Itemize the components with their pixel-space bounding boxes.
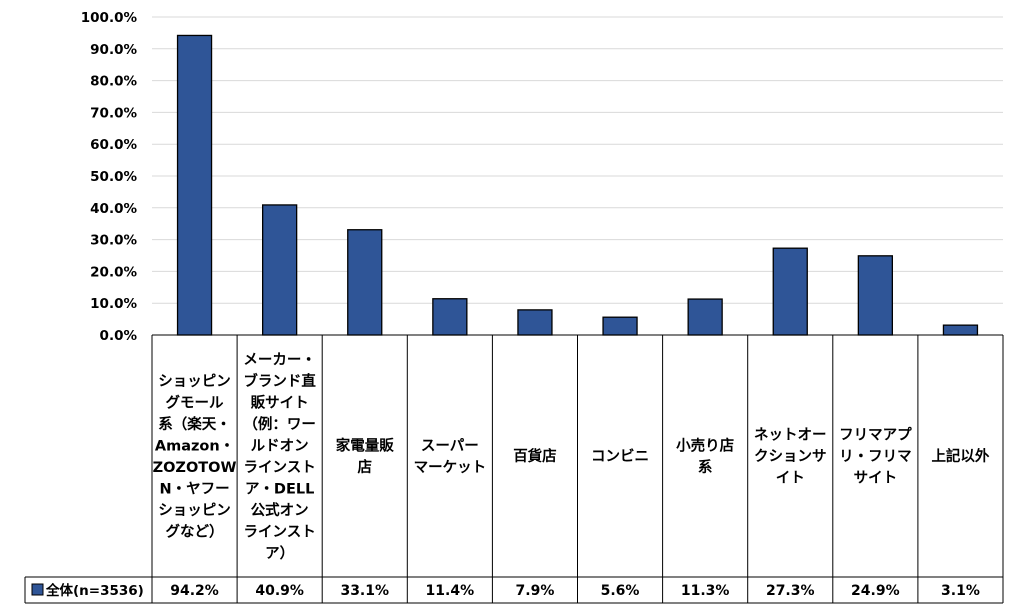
value-label: 3.1% [941, 583, 980, 599]
category-label: 百貨店 [513, 447, 557, 465]
y-tick-label: 10.0% [90, 296, 137, 312]
y-tick-label: 0.0% [100, 328, 138, 344]
legend-series-name: 全体(n=3536) [45, 582, 144, 599]
category-labels: ショッピングモール系（楽天・ Amazon・ ZOZOTOW N・ヤフーショッピングな… [153, 351, 990, 562]
y-tick-label: 40.0% [90, 201, 137, 217]
y-tick-label: 20.0% [90, 264, 137, 280]
value-label: 11.4% [426, 583, 475, 599]
y-tick-label: 50.0% [90, 169, 137, 185]
category-label: ショッピングモール系（楽天・ Amazon・ ZOZOTOW N・ヤフーショッピングな… [153, 373, 237, 541]
value-label: 7.9% [516, 583, 555, 599]
bar [517, 309, 553, 336]
bar [772, 247, 808, 336]
category-label: コンビニ [591, 448, 649, 465]
value-label: 40.9% [255, 583, 304, 599]
category-label: スーパーマーケット [414, 437, 487, 476]
y-tick-label: 100.0% [81, 10, 138, 26]
category-label: メーカー・ブランド直販サイト（例：ワールドオンラインストア・DELL 公式オンライ… [243, 351, 316, 562]
legend-swatch [31, 583, 44, 596]
category-label: 家電量販店 [336, 436, 394, 476]
y-tick-label: 70.0% [90, 105, 137, 121]
value-label: 5.6% [601, 583, 640, 599]
y-tick-label: 80.0% [90, 74, 137, 90]
bar [857, 255, 893, 336]
category-label: 上記以外 [931, 447, 989, 465]
bar [176, 34, 213, 336]
bar [687, 298, 723, 336]
value-labels: 94.2% 40.9% 33.1% 11.4% 7.9% 5.6% 11.3% 27.3% 24… [170, 583, 980, 599]
bar [942, 324, 979, 336]
y-axis-tick-labels: 0.0% 10.0% 20.0% 30.0% 40.0% 50.0% 60.0% 70.0% 8… [81, 10, 138, 344]
bar [602, 316, 638, 336]
category-label: 小売り店系 [676, 436, 734, 476]
value-label: 11.3% [681, 583, 730, 599]
value-label: 24.9% [851, 583, 900, 599]
y-tick-label: 30.0% [90, 233, 137, 249]
category-label: フリマアプリ・フリマサイト [839, 427, 912, 487]
y-tick-label: 90.0% [90, 42, 137, 58]
value-label: 94.2% [170, 583, 219, 599]
category-label: ネットオークションサイト [754, 427, 827, 487]
data-table [24, 334, 1004, 604]
value-label: 33.1% [340, 583, 389, 599]
bar [432, 298, 468, 336]
y-tick-label: 60.0% [90, 137, 137, 153]
bar [261, 204, 298, 336]
value-label: 27.3% [766, 583, 815, 599]
bar [347, 229, 383, 336]
series-legend: 全体(n=3536) [31, 582, 144, 599]
